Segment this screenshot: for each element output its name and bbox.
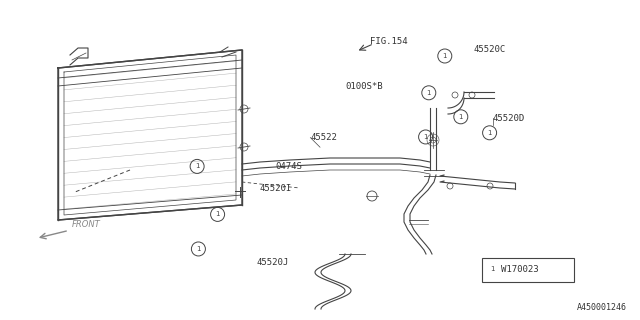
- Text: 1: 1: [442, 53, 447, 59]
- Text: 45520J: 45520J: [256, 258, 288, 267]
- Text: FRONT: FRONT: [72, 220, 100, 229]
- Text: 45520C: 45520C: [474, 45, 506, 54]
- Text: 45520D: 45520D: [493, 114, 525, 123]
- Text: 1: 1: [423, 134, 428, 140]
- Text: 1: 1: [195, 164, 200, 169]
- FancyBboxPatch shape: [482, 258, 574, 282]
- Text: 1: 1: [196, 246, 201, 252]
- Text: W170023: W170023: [501, 265, 539, 274]
- Text: 0474S: 0474S: [275, 162, 302, 171]
- Text: 45522: 45522: [310, 133, 337, 142]
- Text: 1: 1: [487, 130, 492, 136]
- Text: 45520I: 45520I: [259, 184, 291, 193]
- Text: 1: 1: [490, 266, 495, 272]
- Text: FIG.154: FIG.154: [370, 37, 408, 46]
- Text: 1: 1: [458, 114, 463, 120]
- Text: 1: 1: [426, 90, 431, 96]
- Text: 0100S*B: 0100S*B: [346, 82, 383, 91]
- Text: A450001246: A450001246: [577, 303, 627, 312]
- Text: 1: 1: [215, 212, 220, 217]
